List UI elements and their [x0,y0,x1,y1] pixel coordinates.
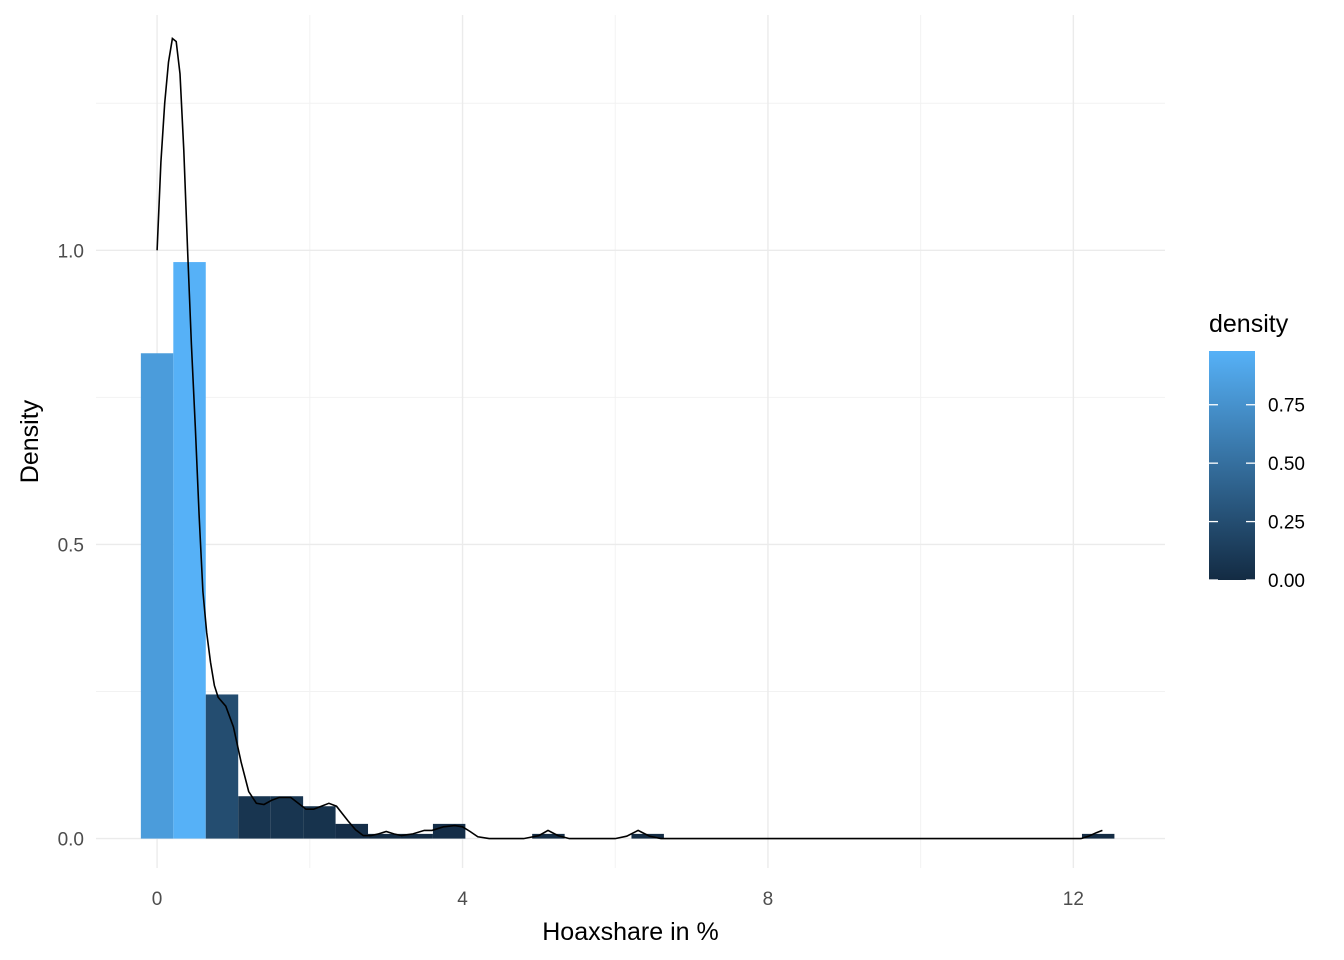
histogram-bar [335,823,369,839]
legend-breaks: 0.00 0.25 0.50 0.75 [1209,396,1305,592]
legend-break-label: 0.50 [1268,454,1305,475]
x-axis-title: Hoaxshare in % [542,918,718,946]
histogram-bars [140,262,1115,839]
histogram-bar [532,833,565,839]
minor-gridlines [96,15,1165,868]
x-tick-label: 8 [763,889,774,910]
histogram-bar [1081,833,1115,839]
y-tick-label: 1.0 [58,241,84,262]
histogram-bar [303,806,336,839]
fill-legend: density 0.00 0.25 0.50 0.75 [1209,310,1305,592]
x-axis-ticks: 0 4 8 12 [152,889,1084,910]
density-curve [156,37,1103,840]
x-tick-label: 0 [152,889,163,910]
x-tick-label: 12 [1063,889,1084,910]
legend-title: density [1209,310,1289,338]
histogram-bar [631,833,664,839]
y-axis-ticks: 0.0 0.5 1.0 [58,241,84,850]
y-tick-label: 0.5 [58,535,84,556]
histogram-bar [140,353,174,839]
legend-break-label: 0.25 [1268,513,1305,534]
legend-colorbar [1209,351,1255,580]
histogram-bar [368,833,401,839]
major-gridlines [96,15,1165,868]
y-axis-title: Density [16,399,44,483]
legend-break-label: 0.75 [1268,396,1305,417]
legend-break-label: 0.00 [1268,571,1305,592]
y-tick-label: 0.0 [58,830,84,851]
x-tick-label: 4 [457,889,468,910]
histogram-bar [238,796,271,839]
histogram-bar [205,694,239,839]
histogram-bar [400,833,433,839]
